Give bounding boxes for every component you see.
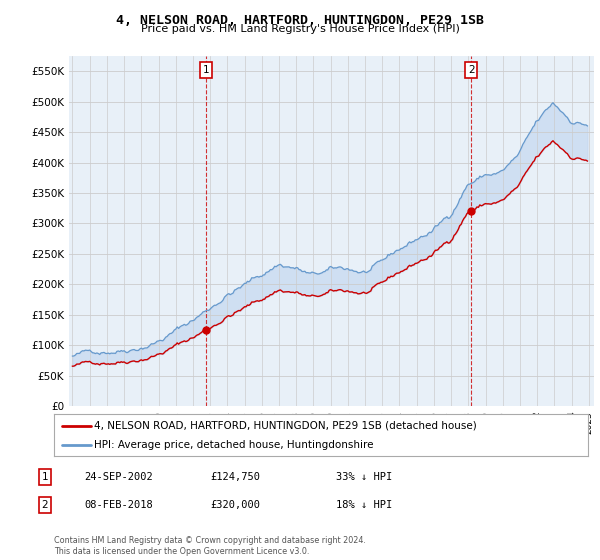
Text: 2: 2: [41, 500, 49, 510]
Text: HPI: Average price, detached house, Huntingdonshire: HPI: Average price, detached house, Hunt…: [94, 440, 374, 450]
Text: £320,000: £320,000: [210, 500, 260, 510]
Text: 2: 2: [468, 65, 475, 75]
Text: 1: 1: [203, 65, 209, 75]
Text: 33% ↓ HPI: 33% ↓ HPI: [336, 472, 392, 482]
Text: £124,750: £124,750: [210, 472, 260, 482]
Text: 4, NELSON ROAD, HARTFORD, HUNTINGDON, PE29 1SB: 4, NELSON ROAD, HARTFORD, HUNTINGDON, PE…: [116, 14, 484, 27]
Text: 24-SEP-2002: 24-SEP-2002: [84, 472, 153, 482]
Text: 08-FEB-2018: 08-FEB-2018: [84, 500, 153, 510]
Text: Price paid vs. HM Land Registry's House Price Index (HPI): Price paid vs. HM Land Registry's House …: [140, 24, 460, 34]
Text: 4, NELSON ROAD, HARTFORD, HUNTINGDON, PE29 1SB (detached house): 4, NELSON ROAD, HARTFORD, HUNTINGDON, PE…: [94, 421, 477, 431]
Text: Contains HM Land Registry data © Crown copyright and database right 2024.
This d: Contains HM Land Registry data © Crown c…: [54, 536, 366, 556]
Text: 18% ↓ HPI: 18% ↓ HPI: [336, 500, 392, 510]
Text: 1: 1: [41, 472, 49, 482]
